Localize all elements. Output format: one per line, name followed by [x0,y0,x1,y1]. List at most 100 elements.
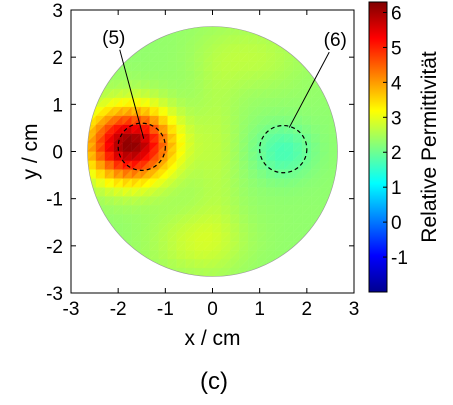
mesh-cell-3 [78,160,87,169]
x-tick-label: 1 [254,299,265,320]
mesh-cell-16 [87,196,97,206]
mesh-cell-1301 [301,52,312,63]
mesh-cell-1056 [257,26,267,36]
mesh-cell-1374 [328,205,338,215]
mesh-cell-252 [140,258,151,269]
mesh-cell-528 [186,277,195,286]
mesh-cell-303 [149,267,160,277]
mesh-cell-1341 [319,223,330,233]
mesh-cell-1055 [256,26,267,36]
x-axis-label: x / cm [185,327,241,350]
mesh-cell-1 [78,169,87,178]
mesh-cell-648 [204,277,213,286]
mesh-cell-1399 [328,88,338,99]
mesh-cell-1161 [274,34,285,45]
mesh-cell-764 [212,26,222,36]
y-tick-label: -1 [46,190,63,211]
mesh-cell-827 [230,277,239,286]
mesh-cell-1378 [328,187,338,197]
mesh-cell-113 [113,240,124,251]
mesh-cell-824 [221,26,231,36]
mesh-cell-527 [186,277,195,286]
colorbar-gradient [368,1,388,293]
mesh-cell-1403 [338,160,347,169]
mesh-cell-644 [194,26,204,36]
mesh-cell-1304 [310,223,321,233]
y-axis-label: y / cm [19,124,42,180]
mesh-cell-156 [122,249,133,260]
inclusion-5-circle [117,122,166,171]
mesh-cell-250 [131,34,141,45]
mesh-cell-1339 [310,61,321,71]
mesh-cell-11 [78,125,87,134]
mesh-cell-251 [140,258,150,269]
mesh-cell-826 [221,17,230,26]
y-tick-label: -3 [46,284,63,305]
mesh-cell-203 [131,249,142,260]
mesh-cell-357 [158,267,168,277]
mesh-cell-646 [195,17,204,26]
mesh-cell-38 [87,97,97,108]
mesh-cell-6 [78,152,87,161]
mesh-cell-1411 [338,125,347,134]
mesh-cell-302 [140,34,151,45]
mesh-cell-946 [248,267,258,277]
mesh-cell-73 [104,231,115,242]
mesh-cell-248 [131,43,141,54]
y-tick-label: -2 [46,237,63,258]
mesh-cell-1257 [292,43,303,54]
inclusion-5-leader [119,49,145,139]
mesh-cell-767 [221,277,230,286]
mesh-cell-1406 [338,152,347,161]
mesh-cell-1375 [328,195,338,206]
mesh-cell-412 [158,26,169,36]
mesh-cell-37 [87,97,97,107]
mesh-cell-1002 [257,267,267,277]
mesh-cell-414 [167,267,178,277]
mesh-cell-886 [230,17,239,26]
colorbar-tick-label: 5 [391,38,402,59]
mesh-cell-766 [213,17,222,26]
y-tick-label: 2 [52,48,63,69]
y-tick-label: 3 [52,1,63,22]
mesh-cell-467 [167,26,177,36]
mesh-cell-15 [87,195,97,206]
mesh-cell-1163 [284,258,294,269]
mesh-cell-585 [186,17,195,26]
mesh-cell-14 [87,204,97,215]
mesh-cell-1401 [338,169,347,178]
mesh-cell-526 [177,17,186,26]
mesh-cell-109 [104,70,115,80]
mesh-cell-4 [78,160,87,169]
mesh-cell-74 [104,232,115,242]
mesh-cell-706 [204,17,213,26]
inclusion-5-label: (5) [102,28,125,49]
mesh-cell-71 [95,79,106,90]
mesh-cell-70 [95,79,106,89]
mesh-cell-1259 [301,240,312,251]
mesh-cell-828 [230,277,239,286]
mesh-cell-10 [78,134,87,143]
mesh-cell-39 [87,88,97,98]
y-tick-label: 0 [52,143,63,164]
mesh-cell-1396 [328,106,338,117]
inclusion-markers: (5) (6) [102,28,347,174]
mesh-cell-301 [140,34,150,45]
inclusion-6-label: (6) [324,30,347,51]
colorbar-tick-label: 0 [391,213,402,234]
mesh-cell-1112 [275,258,285,269]
mesh-cell-1397 [328,97,338,107]
y-ticks: 3 2 1 0 -1 -2 -3 [46,1,354,305]
domain-boundary [87,26,338,277]
mesh-cell-13 [78,116,87,125]
mesh-cell-1404 [338,160,347,169]
mesh-cell-765 [213,17,222,26]
mesh-cell-469 [177,277,186,286]
permittivity-field [78,17,347,286]
mesh-cell-1343 [319,214,330,224]
plot-area: (5) (6) -3 -2 -1 0 1 2 3 3 2 1 0 -1 -2 -3 x / cm y / … [19,1,359,350]
mesh-cell-41 [95,214,106,224]
x-tick-label: 0 [207,299,218,320]
mesh-cell-12 [78,125,87,134]
